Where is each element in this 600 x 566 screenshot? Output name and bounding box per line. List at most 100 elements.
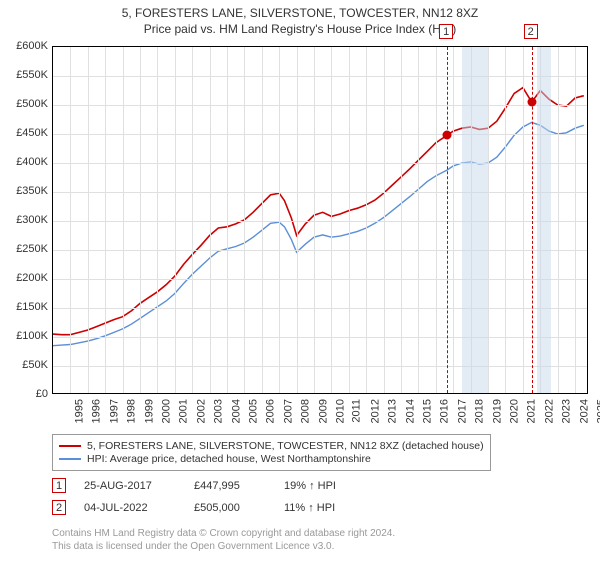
plot-band — [537, 47, 551, 393]
chart-title: 5, FORESTERS LANE, SILVERSTONE, TOWCESTE… — [0, 6, 600, 20]
gridline-v — [505, 47, 506, 393]
chart-container: 5, FORESTERS LANE, SILVERSTONE, TOWCESTE… — [0, 6, 600, 566]
gridline-v — [88, 47, 89, 393]
y-axis-label: £50K — [0, 359, 48, 371]
gridline-h — [53, 221, 587, 222]
x-axis-label: 1999 — [143, 399, 155, 423]
x-axis-label: 2016 — [439, 399, 451, 423]
gridline-h — [53, 192, 587, 193]
legend-swatch — [59, 445, 81, 447]
sale-number: 1 — [52, 478, 66, 493]
series-line — [53, 88, 584, 335]
gridline-v — [262, 47, 263, 393]
sale-number: 2 — [52, 500, 66, 515]
gridline-h — [53, 279, 587, 280]
y-axis-label: £200K — [0, 272, 48, 284]
gridline-h — [53, 105, 587, 106]
gridline-v — [297, 47, 298, 393]
x-axis-label: 2013 — [387, 399, 399, 423]
gridline-v — [488, 47, 489, 393]
gridline-h — [53, 134, 587, 135]
gridline-v — [227, 47, 228, 393]
gridline-v — [192, 47, 193, 393]
x-axis-label: 1995 — [73, 399, 85, 423]
gridline-h — [53, 308, 587, 309]
x-axis-label: 2005 — [248, 399, 260, 423]
gridline-v — [157, 47, 158, 393]
footer-line-1: Contains HM Land Registry data © Crown c… — [52, 528, 395, 541]
legend: 5, FORESTERS LANE, SILVERSTONE, TOWCESTE… — [52, 434, 491, 471]
y-axis-label: £450K — [0, 127, 48, 139]
gridline-v — [418, 47, 419, 393]
sale-marker-dot — [527, 98, 536, 107]
gridline-v — [401, 47, 402, 393]
gridline-v — [436, 47, 437, 393]
plot-area — [52, 46, 588, 394]
y-axis-label: £400K — [0, 156, 48, 168]
gridline-v — [453, 47, 454, 393]
gridline-v — [175, 47, 176, 393]
y-axis-label: £600K — [0, 40, 48, 52]
x-axis-label: 2007 — [282, 399, 294, 423]
y-axis-label: £150K — [0, 301, 48, 313]
x-axis-label: 1998 — [126, 399, 138, 423]
gridline-h — [53, 76, 587, 77]
x-axis-label: 2003 — [213, 399, 225, 423]
gridline-v — [140, 47, 141, 393]
x-axis-label: 2012 — [369, 399, 381, 423]
sale-diff: 19% ↑ HPI — [284, 480, 374, 492]
sale-price: £447,995 — [194, 480, 284, 492]
gridline-h — [53, 163, 587, 164]
gridline-v — [70, 47, 71, 393]
gridline-v — [366, 47, 367, 393]
sale-marker-dot — [443, 131, 452, 140]
x-axis-label: 2000 — [160, 399, 172, 423]
x-axis-label: 2018 — [474, 399, 486, 423]
x-axis-label: 2017 — [456, 399, 468, 423]
x-axis-label: 2009 — [317, 399, 329, 423]
y-axis-label: £250K — [0, 243, 48, 255]
gridline-h — [53, 250, 587, 251]
y-axis-label: £350K — [0, 185, 48, 197]
gridline-h — [53, 366, 587, 367]
legend-label: 5, FORESTERS LANE, SILVERSTONE, TOWCESTE… — [87, 440, 484, 452]
y-axis-label: £500K — [0, 98, 48, 110]
gridline-v — [123, 47, 124, 393]
chart-subtitle: Price paid vs. HM Land Registry's House … — [0, 22, 600, 36]
footer-line-2: This data is licensed under the Open Gov… — [52, 541, 395, 554]
x-axis-label: 2023 — [561, 399, 573, 423]
y-axis-label: £550K — [0, 69, 48, 81]
y-axis-label: £300K — [0, 214, 48, 226]
y-axis-label: £0 — [0, 388, 48, 400]
legend-swatch — [59, 458, 81, 460]
gridline-v — [210, 47, 211, 393]
x-axis-label: 2020 — [509, 399, 521, 423]
x-axis-label: 1996 — [91, 399, 103, 423]
plot-band — [462, 47, 488, 393]
x-axis-label: 1997 — [108, 399, 120, 423]
x-axis-label: 2002 — [195, 399, 207, 423]
sale-row: 204-JUL-2022£505,00011% ↑ HPI — [52, 500, 374, 515]
x-axis-label: 2004 — [230, 399, 242, 423]
sale-price: £505,000 — [194, 502, 284, 514]
gridline-v — [314, 47, 315, 393]
sale-row: 1 25-AUG-2017£447,99519% ↑ HPI — [52, 478, 374, 493]
sale-date: 25-AUG-2017 — [84, 480, 194, 492]
sale-date: 04-JUL-2022 — [84, 502, 194, 514]
gridline-v — [331, 47, 332, 393]
gridline-v — [558, 47, 559, 393]
x-axis-label: 2008 — [300, 399, 312, 423]
legend-item: HPI: Average price, detached house, West… — [59, 453, 484, 465]
x-axis-label: 2006 — [265, 399, 277, 423]
gridline-v — [279, 47, 280, 393]
footer-attribution: Contains HM Land Registry data © Crown c… — [52, 528, 395, 553]
x-axis-label: 2022 — [543, 399, 555, 423]
legend-label: HPI: Average price, detached house, West… — [87, 453, 371, 465]
gridline-v — [384, 47, 385, 393]
x-axis-label: 2010 — [335, 399, 347, 423]
sale-marker-line — [447, 47, 448, 393]
gridline-v — [105, 47, 106, 393]
x-axis-label: 2024 — [578, 399, 590, 423]
x-axis-label: 2025 — [596, 399, 600, 423]
gridline-v — [349, 47, 350, 393]
